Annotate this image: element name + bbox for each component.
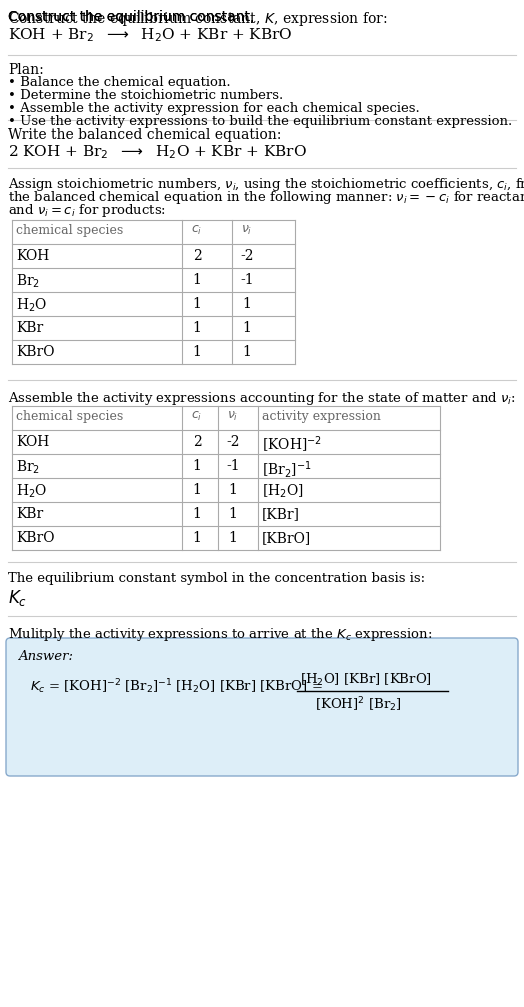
Text: Plan:: Plan: [8, 63, 43, 77]
Text: Assign stoichiometric numbers, $\nu_i$, using the stoichiometric coefficients, $: Assign stoichiometric numbers, $\nu_i$, … [8, 176, 524, 193]
Text: 2: 2 [193, 435, 201, 449]
Text: Mulitply the activity expressions to arrive at the $K_c$ expression:: Mulitply the activity expressions to arr… [8, 626, 432, 643]
Text: KBr: KBr [16, 321, 43, 335]
Text: $K_c$: $K_c$ [8, 588, 27, 608]
Text: Assemble the activity expressions accounting for the state of matter and $\nu_i$: Assemble the activity expressions accoun… [8, 390, 516, 407]
Text: -1: -1 [240, 273, 254, 287]
Text: Write the balanced chemical equation:: Write the balanced chemical equation: [8, 128, 281, 142]
Text: Construct the equilibrium constant,: Construct the equilibrium constant, [8, 10, 259, 24]
Text: Construct the equilibrium constant,: Construct the equilibrium constant, [8, 10, 259, 24]
Text: 1: 1 [192, 459, 201, 473]
Text: 1: 1 [192, 531, 201, 545]
Text: KBr: KBr [16, 507, 43, 521]
Text: 1: 1 [192, 297, 201, 311]
Text: Construct the equilibrium constant, $K$, expression for:: Construct the equilibrium constant, $K$,… [8, 10, 388, 28]
Text: activity expression: activity expression [262, 410, 381, 423]
FancyBboxPatch shape [6, 638, 518, 776]
Text: Answer:: Answer: [18, 650, 73, 663]
Text: KBrO: KBrO [16, 345, 54, 359]
Text: 1: 1 [228, 483, 237, 497]
Text: [H$_2$O] [KBr] [KBrO]: [H$_2$O] [KBr] [KBrO] [300, 672, 432, 688]
Text: 1: 1 [192, 507, 201, 521]
Text: 1: 1 [192, 483, 201, 497]
Text: chemical species: chemical species [16, 410, 123, 423]
Text: -2: -2 [240, 249, 254, 263]
Text: [KBrO]: [KBrO] [262, 531, 311, 545]
Text: Br$_2$: Br$_2$ [16, 459, 40, 476]
Text: KOH + Br$_2$  $\longrightarrow$  H$_2$O + KBr + KBrO: KOH + Br$_2$ $\longrightarrow$ H$_2$O + … [8, 26, 292, 43]
Text: H$_2$O: H$_2$O [16, 483, 47, 500]
Text: KOH: KOH [16, 249, 49, 263]
Text: $\nu_i$: $\nu_i$ [242, 224, 253, 237]
Text: 2: 2 [193, 249, 201, 263]
Text: KOH: KOH [16, 435, 49, 449]
Text: [H$_2$O]: [H$_2$O] [262, 483, 304, 500]
Text: [KOH]$^2$ [Br$_2$]: [KOH]$^2$ [Br$_2$] [315, 695, 402, 714]
Text: • Use the activity expressions to build the equilibrium constant expression.: • Use the activity expressions to build … [8, 115, 512, 128]
Text: The equilibrium constant symbol in the concentration basis is:: The equilibrium constant symbol in the c… [8, 572, 425, 585]
Text: 1: 1 [243, 321, 252, 335]
Text: • Assemble the activity expression for each chemical species.: • Assemble the activity expression for e… [8, 102, 420, 115]
Text: chemical species: chemical species [16, 224, 123, 237]
Text: KBrO: KBrO [16, 531, 54, 545]
Text: and $\nu_i = c_i$ for products:: and $\nu_i = c_i$ for products: [8, 202, 166, 219]
Text: 2 KOH + Br$_2$  $\longrightarrow$  H$_2$O + KBr + KBrO: 2 KOH + Br$_2$ $\longrightarrow$ H$_2$O … [8, 143, 307, 161]
Text: 1: 1 [243, 297, 252, 311]
Text: [KBr]: [KBr] [262, 507, 300, 521]
Text: $\nu_i$: $\nu_i$ [227, 410, 239, 423]
Text: -2: -2 [226, 435, 240, 449]
Text: $c_i$: $c_i$ [191, 224, 203, 237]
Text: the balanced chemical equation in the following manner: $\nu_i = -c_i$ for react: the balanced chemical equation in the fo… [8, 189, 524, 206]
Text: 1: 1 [192, 345, 201, 359]
Text: 1: 1 [228, 507, 237, 521]
Text: $K_c$ = [KOH]$^{-2}$ [Br$_2$]$^{-1}$ [H$_2$O] [KBr] [KBrO] =: $K_c$ = [KOH]$^{-2}$ [Br$_2$]$^{-1}$ [H$… [30, 677, 323, 696]
Text: • Balance the chemical equation.: • Balance the chemical equation. [8, 76, 231, 89]
Text: [KOH]$^{-2}$: [KOH]$^{-2}$ [262, 435, 322, 455]
Text: 1: 1 [243, 345, 252, 359]
Text: 1: 1 [228, 531, 237, 545]
Text: $c_i$: $c_i$ [191, 410, 203, 423]
Text: -1: -1 [226, 459, 240, 473]
Text: 1: 1 [192, 273, 201, 287]
Text: • Determine the stoichiometric numbers.: • Determine the stoichiometric numbers. [8, 89, 283, 102]
Text: [Br$_2$]$^{-1}$: [Br$_2$]$^{-1}$ [262, 459, 312, 480]
Text: 1: 1 [192, 321, 201, 335]
Text: Br$_2$: Br$_2$ [16, 273, 40, 290]
Text: H$_2$O: H$_2$O [16, 297, 47, 314]
